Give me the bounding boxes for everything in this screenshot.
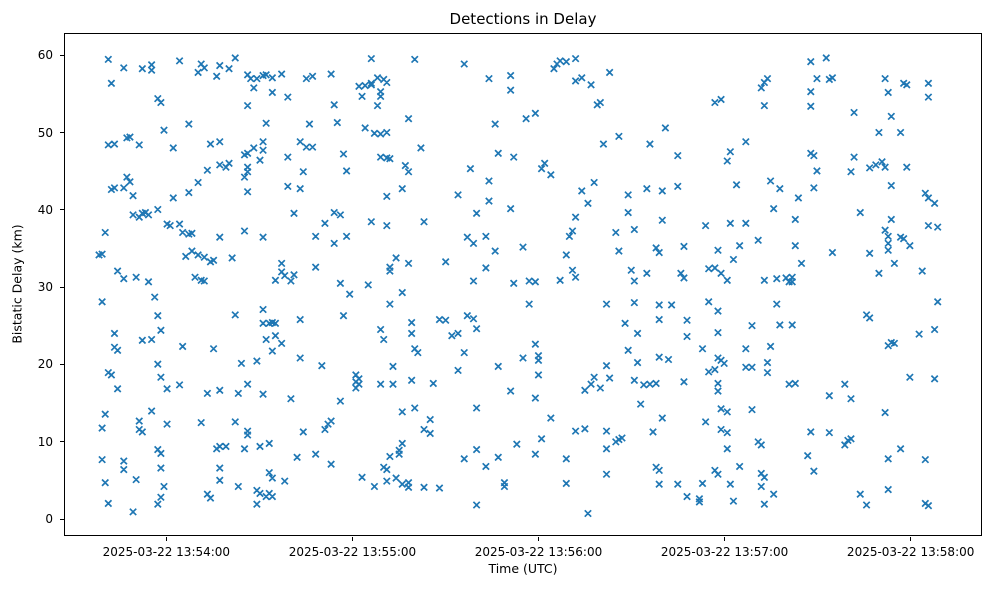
x-tick-mark: [724, 537, 726, 541]
plot-area: [64, 33, 982, 536]
x-tick-mark: [538, 537, 539, 541]
y-tick-mark: [60, 54, 64, 56]
y-tick-mark: [60, 441, 64, 443]
y-tick-label: 50: [37, 125, 53, 140]
x-tick-label: 2025-03-22 13:56:00: [474, 545, 603, 559]
x-tick-mark: [351, 537, 353, 541]
y-tick-label: 10: [37, 434, 53, 449]
y-tick-mark: [60, 286, 64, 288]
x-tick-label: 2025-03-22 13:54:00: [102, 545, 231, 559]
y-tick-label: 30: [37, 280, 53, 295]
x-axis-label: Time (UTC): [488, 561, 558, 576]
y-tick-label: 60: [37, 48, 53, 63]
y-tick-mark: [60, 363, 64, 365]
y-tick-label: 0: [45, 512, 53, 526]
chart-title: Detections in Delay: [449, 10, 597, 28]
y-tick-label: 20: [37, 357, 53, 372]
y-tick-mark: [60, 132, 64, 134]
scatter-markers: [95, 54, 942, 518]
y-tick-mark: [60, 518, 64, 520]
x-tick-mark: [910, 537, 912, 541]
x-tick-label: 2025-03-22 13:57:00: [660, 545, 789, 559]
y-tick-mark: [60, 209, 64, 211]
x-tick-label: 2025-03-22 13:58:00: [846, 545, 975, 559]
scatter-points: [95, 54, 942, 518]
y-tick-label: 40: [37, 202, 53, 217]
x-tick-mark: [165, 537, 167, 541]
x-tick-label: 2025-03-22 13:55:00: [288, 545, 417, 559]
